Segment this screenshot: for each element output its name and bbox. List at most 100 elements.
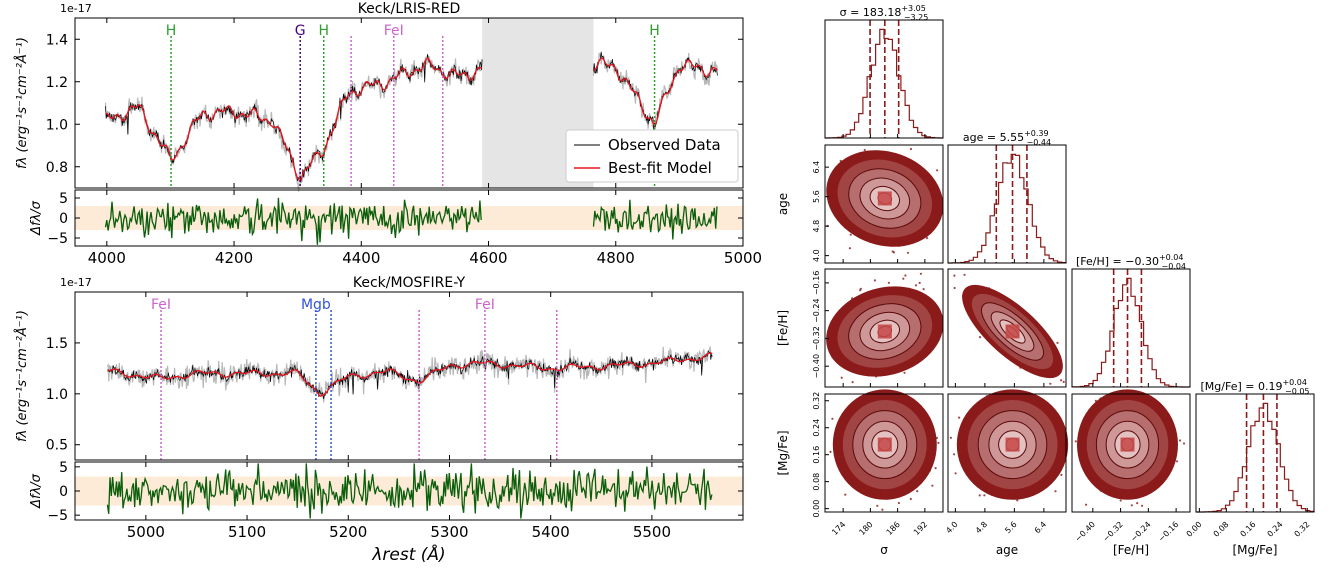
y-tick-label: 0.08 — [812, 473, 821, 491]
x-tick-label: 4800 — [597, 249, 635, 267]
line-label: FeI — [151, 297, 171, 313]
sample-point — [919, 272, 923, 275]
sample-point — [1178, 439, 1182, 442]
sample-point — [1141, 504, 1144, 507]
x-tick-label: −0.40 — [1073, 520, 1097, 544]
y-tick-label: −5 — [47, 508, 68, 524]
x-tick-label: −0.16 — [1157, 520, 1181, 544]
x-tick-label: 174 — [830, 520, 847, 537]
sample-point — [909, 147, 913, 151]
sample-point — [954, 472, 957, 475]
y-tick-label: 1.5 — [46, 336, 68, 352]
corner-cell-0-0: σ = 183.18+3.05 −3.25 — [824, 4, 944, 139]
marginal-histogram — [825, 28, 943, 139]
sample-point — [904, 274, 907, 277]
sample-point — [881, 508, 884, 511]
corner-cell-3-2: −0.40 −0.32 −0.24 −0.16 [Fe/H] — [1071, 389, 1191, 557]
y-tick-label: 0 — [59, 211, 68, 227]
title-main: [Mg/Fe] = 0.19 — [1201, 380, 1283, 393]
x-tick-label: 4400 — [342, 249, 380, 267]
title-sub: −0.44 — [1027, 138, 1052, 147]
cell-frame — [1195, 393, 1315, 513]
corner-x-label: [Fe/H] — [1113, 543, 1149, 557]
title-main: [Fe/H] = −0.30 — [1076, 255, 1159, 268]
title-sup: +3.05 — [901, 4, 926, 13]
x-tick-label: 192 — [912, 520, 929, 537]
legend-label-observed: Observed Data — [608, 136, 721, 154]
sample-point — [1060, 473, 1063, 476]
sample-point — [1054, 490, 1057, 493]
x-tick-label: −0.24 — [1129, 520, 1153, 544]
x-tick-label: 4.0 — [944, 520, 959, 535]
cell-frame — [947, 144, 1067, 264]
cell-frame — [947, 393, 1067, 513]
offset-label: 1e-17 — [60, 2, 92, 15]
y-tick-label: 1.0 — [46, 387, 68, 403]
y-tick-label: 4.0 — [812, 249, 821, 262]
x-axis-label: λrest (Å) — [371, 543, 445, 565]
plot-frame — [74, 17, 744, 189]
sample-point — [1119, 499, 1122, 502]
sample-point — [958, 416, 961, 419]
y-tick-label: 0.8 — [46, 160, 68, 176]
sample-point — [918, 281, 921, 284]
title-sup: +0.04 — [1282, 378, 1307, 387]
line-label: H — [318, 23, 329, 39]
corner-x-label: σ — [880, 543, 888, 557]
y-tick-label: 1.4 — [46, 32, 68, 48]
title-main: age = 5.55 — [963, 131, 1024, 144]
y-axis-label: Δfλ/σ — [29, 200, 44, 236]
y-tick-label: −0.40 — [812, 354, 821, 379]
observed-data-line — [107, 350, 713, 400]
sample-point — [1136, 502, 1139, 505]
density-peak — [1005, 437, 1020, 452]
x-tick-label: 5.6 — [1003, 520, 1018, 535]
x-tick-label: 6.4 — [1033, 520, 1048, 535]
plot-frame — [74, 291, 744, 461]
sample-point — [1182, 442, 1186, 445]
x-tick-label: 0.16 — [1239, 520, 1258, 539]
corner-y-label: [Fe/H] — [776, 310, 790, 346]
sample-point — [1130, 504, 1133, 507]
line-label: G — [295, 23, 306, 39]
sample-point — [1056, 341, 1059, 344]
residual-line — [106, 463, 713, 519]
sample-point — [1074, 440, 1077, 443]
sample-point — [1062, 380, 1065, 383]
offset-label: 1e-17 — [60, 276, 92, 289]
sample-point — [829, 450, 832, 453]
y-tick-label: 0 — [59, 484, 68, 500]
cell-frame — [947, 268, 1067, 388]
density-peak — [877, 437, 892, 452]
title-sub: −0.04 — [1161, 262, 1186, 271]
y-axis-label: Δfλ/σ — [29, 473, 44, 509]
sample-point — [902, 277, 905, 280]
y-tick-label: −0.16 — [812, 271, 821, 296]
sample-point — [906, 251, 910, 254]
cell-frame — [824, 268, 944, 388]
y-axis-label: fλ (erg⁻¹s⁻¹cm⁻²Å⁻¹) — [14, 37, 30, 169]
y-tick-label: 4.8 — [812, 220, 821, 233]
y-tick-label: −0.24 — [812, 298, 821, 323]
x-tick-label: 0.00 — [1185, 520, 1204, 539]
legend-label-model: Best-fit Model — [608, 159, 712, 177]
x-tick-label: −0.32 — [1101, 520, 1125, 544]
residual-line — [592, 199, 718, 240]
sample-point — [931, 484, 934, 487]
corner-plot: σ = 183.18+3.05 −3.25 4.0 4.8 5.6 6.4 age age =… — [776, 4, 1315, 557]
y-tick-label: −5 — [47, 231, 68, 247]
best-fit-model-line — [107, 352, 713, 397]
corner-x-label: [Mg/Fe] — [1232, 543, 1277, 557]
x-tick-label: 180 — [857, 520, 874, 537]
marginal-histogram — [1071, 277, 1190, 388]
sample-point — [1060, 379, 1063, 382]
marginal-title: [Fe/H] = −0.30+0.04 −0.04 — [1076, 253, 1186, 271]
corner-x-label: age — [996, 543, 1018, 557]
density-peak — [1120, 437, 1135, 452]
spectrum-panel-2: FeI Mgb FeI 0.5 1.0 1.5 Keck/MOSFIRE-Y 1e-17 fλ … — [14, 275, 744, 461]
spectra-panels: H G H FeI H0.81.01.21.4Keck/LRIS-RED1e-17fλ … — [14, 1, 762, 565]
marginal-title: σ = 183.18+3.05 −3.25 — [840, 4, 929, 22]
sample-point — [916, 490, 919, 493]
corner-cell-3-1: 4.0 4.8 5.6 6.4 age — [944, 389, 1069, 557]
observed-data-line — [593, 51, 718, 130]
